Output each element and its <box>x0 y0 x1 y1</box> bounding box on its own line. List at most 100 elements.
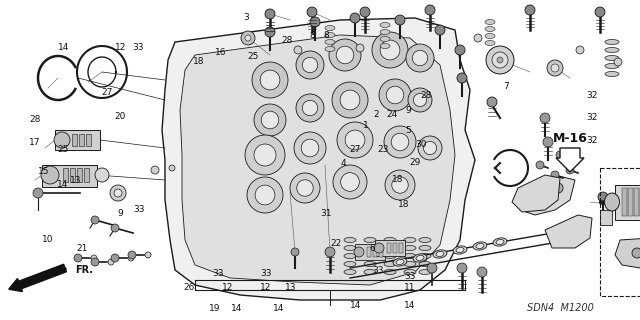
Circle shape <box>265 9 275 19</box>
Circle shape <box>356 44 364 52</box>
Circle shape <box>169 165 175 171</box>
Circle shape <box>333 165 367 199</box>
Text: 14: 14 <box>273 304 284 313</box>
Text: 32: 32 <box>586 91 598 100</box>
Circle shape <box>408 88 432 112</box>
Text: 14: 14 <box>349 301 361 310</box>
Circle shape <box>252 62 288 98</box>
Circle shape <box>307 7 317 17</box>
Ellipse shape <box>364 245 376 251</box>
Circle shape <box>241 31 255 45</box>
Text: 13: 13 <box>285 284 297 292</box>
Bar <box>628 188 633 216</box>
Circle shape <box>540 113 550 123</box>
Text: 8: 8 <box>324 31 329 40</box>
Circle shape <box>111 224 119 232</box>
Ellipse shape <box>384 237 396 243</box>
Text: 33: 33 <box>132 43 143 52</box>
Polygon shape <box>545 215 592 248</box>
Ellipse shape <box>493 238 507 246</box>
Circle shape <box>145 252 151 258</box>
Ellipse shape <box>473 242 487 250</box>
Bar <box>55 130 100 150</box>
Ellipse shape <box>364 253 376 259</box>
Text: 33: 33 <box>212 269 223 278</box>
Text: 10: 10 <box>42 235 54 244</box>
Circle shape <box>91 255 97 261</box>
Text: 5: 5 <box>406 126 411 135</box>
Circle shape <box>296 51 324 79</box>
Circle shape <box>424 141 436 155</box>
Ellipse shape <box>384 261 396 267</box>
Circle shape <box>111 254 119 262</box>
Text: 33: 33 <box>404 272 415 281</box>
Circle shape <box>290 173 320 203</box>
Text: 2: 2 <box>373 110 378 119</box>
Text: 25: 25 <box>247 52 259 61</box>
Text: 15: 15 <box>38 167 49 176</box>
Bar <box>387 243 391 253</box>
Polygon shape <box>556 148 584 172</box>
Text: 18: 18 <box>392 175 404 184</box>
Ellipse shape <box>485 27 495 31</box>
Text: 14: 14 <box>404 301 415 310</box>
Ellipse shape <box>416 255 424 260</box>
Circle shape <box>457 73 467 83</box>
Bar <box>86 134 91 146</box>
Circle shape <box>128 251 136 259</box>
Text: 6: 6 <box>370 244 375 253</box>
Ellipse shape <box>364 261 376 267</box>
Circle shape <box>384 126 416 158</box>
Bar <box>600 210 612 225</box>
Circle shape <box>296 94 324 122</box>
Circle shape <box>302 100 317 116</box>
Bar <box>375 240 405 256</box>
Circle shape <box>260 70 280 90</box>
Ellipse shape <box>419 269 431 275</box>
Bar <box>615 185 640 220</box>
Ellipse shape <box>380 44 390 49</box>
Circle shape <box>245 135 285 175</box>
Circle shape <box>487 97 497 107</box>
Ellipse shape <box>453 246 467 254</box>
Circle shape <box>455 45 465 55</box>
Ellipse shape <box>325 33 335 37</box>
Circle shape <box>33 188 43 198</box>
Text: 16: 16 <box>215 48 227 57</box>
Bar <box>373 247 377 257</box>
Circle shape <box>556 151 564 159</box>
Text: 4: 4 <box>341 159 346 168</box>
Ellipse shape <box>485 20 495 25</box>
Circle shape <box>310 17 320 27</box>
Ellipse shape <box>325 39 335 44</box>
Text: M-16: M-16 <box>552 132 588 145</box>
Circle shape <box>457 263 467 273</box>
Circle shape <box>95 168 109 182</box>
Text: SDN4  M1200: SDN4 M1200 <box>527 303 593 313</box>
Circle shape <box>497 57 503 63</box>
Ellipse shape <box>344 253 356 259</box>
Circle shape <box>294 132 326 164</box>
Circle shape <box>325 247 335 257</box>
Bar <box>79 134 84 146</box>
Text: 21: 21 <box>76 244 88 253</box>
Polygon shape <box>180 35 455 285</box>
Ellipse shape <box>384 245 396 251</box>
Circle shape <box>372 32 408 68</box>
Circle shape <box>301 139 319 157</box>
Text: 12: 12 <box>260 284 271 292</box>
Bar <box>84 168 89 182</box>
Text: 8: 8 <box>310 31 315 40</box>
Circle shape <box>265 27 275 37</box>
Ellipse shape <box>364 269 376 275</box>
Ellipse shape <box>344 245 356 251</box>
Text: 20: 20 <box>115 112 126 121</box>
Circle shape <box>254 104 286 136</box>
Ellipse shape <box>605 55 619 60</box>
Ellipse shape <box>344 261 356 267</box>
Circle shape <box>427 263 437 273</box>
Circle shape <box>374 243 384 253</box>
Text: 9: 9 <box>118 209 123 218</box>
Text: 33: 33 <box>372 266 383 275</box>
Circle shape <box>336 46 354 64</box>
